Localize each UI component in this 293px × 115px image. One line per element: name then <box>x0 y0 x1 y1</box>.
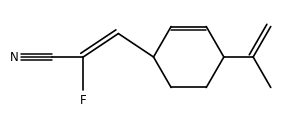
Text: F: F <box>80 93 86 106</box>
Text: N: N <box>10 51 19 64</box>
